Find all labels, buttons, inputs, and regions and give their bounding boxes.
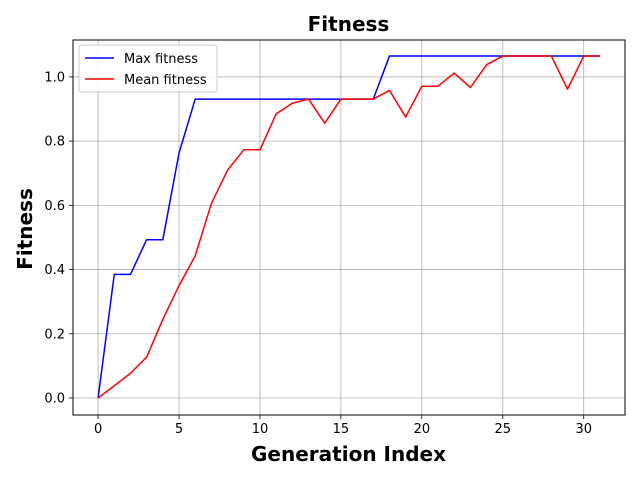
series-line-mean-fitness: [97, 55, 600, 399]
y-axis-label: Fitness: [13, 188, 37, 270]
legend-label-mean-fitness: Mean fitness: [124, 73, 207, 88]
x-tick-label: 0: [94, 422, 102, 437]
chart-title: Fitness: [308, 12, 390, 36]
y-tick-label: 0.0: [44, 391, 65, 406]
x-tick-label: 5: [175, 422, 183, 437]
y-tick-label: 0.4: [44, 263, 65, 278]
y-tick-label: 0.2: [44, 327, 65, 342]
legend-label-max-fitness: Max fitness: [124, 52, 198, 67]
x-tick-label: 25: [495, 422, 512, 437]
axes-frame: [72, 39, 626, 416]
x-tick-label: 20: [414, 422, 431, 437]
ticks: 0 5 10 15 20 25 30 0.0 0.2 0.4 0.6 0.8 1.0: [44, 70, 592, 437]
x-axis-label: Generation Index: [251, 442, 446, 466]
series-lines: [97, 55, 600, 399]
x-tick-label: 10: [252, 422, 269, 437]
x-tick-label: 30: [575, 422, 592, 437]
y-tick-label: 0.8: [44, 135, 65, 150]
legend: Max fitness Mean fitness: [78, 44, 218, 93]
y-tick-label: 0.6: [44, 199, 65, 214]
grid: [73, 40, 625, 415]
legend-box: [78, 44, 218, 93]
y-tick-label: 1.0: [44, 70, 65, 85]
x-tick-label: 15: [333, 422, 350, 437]
